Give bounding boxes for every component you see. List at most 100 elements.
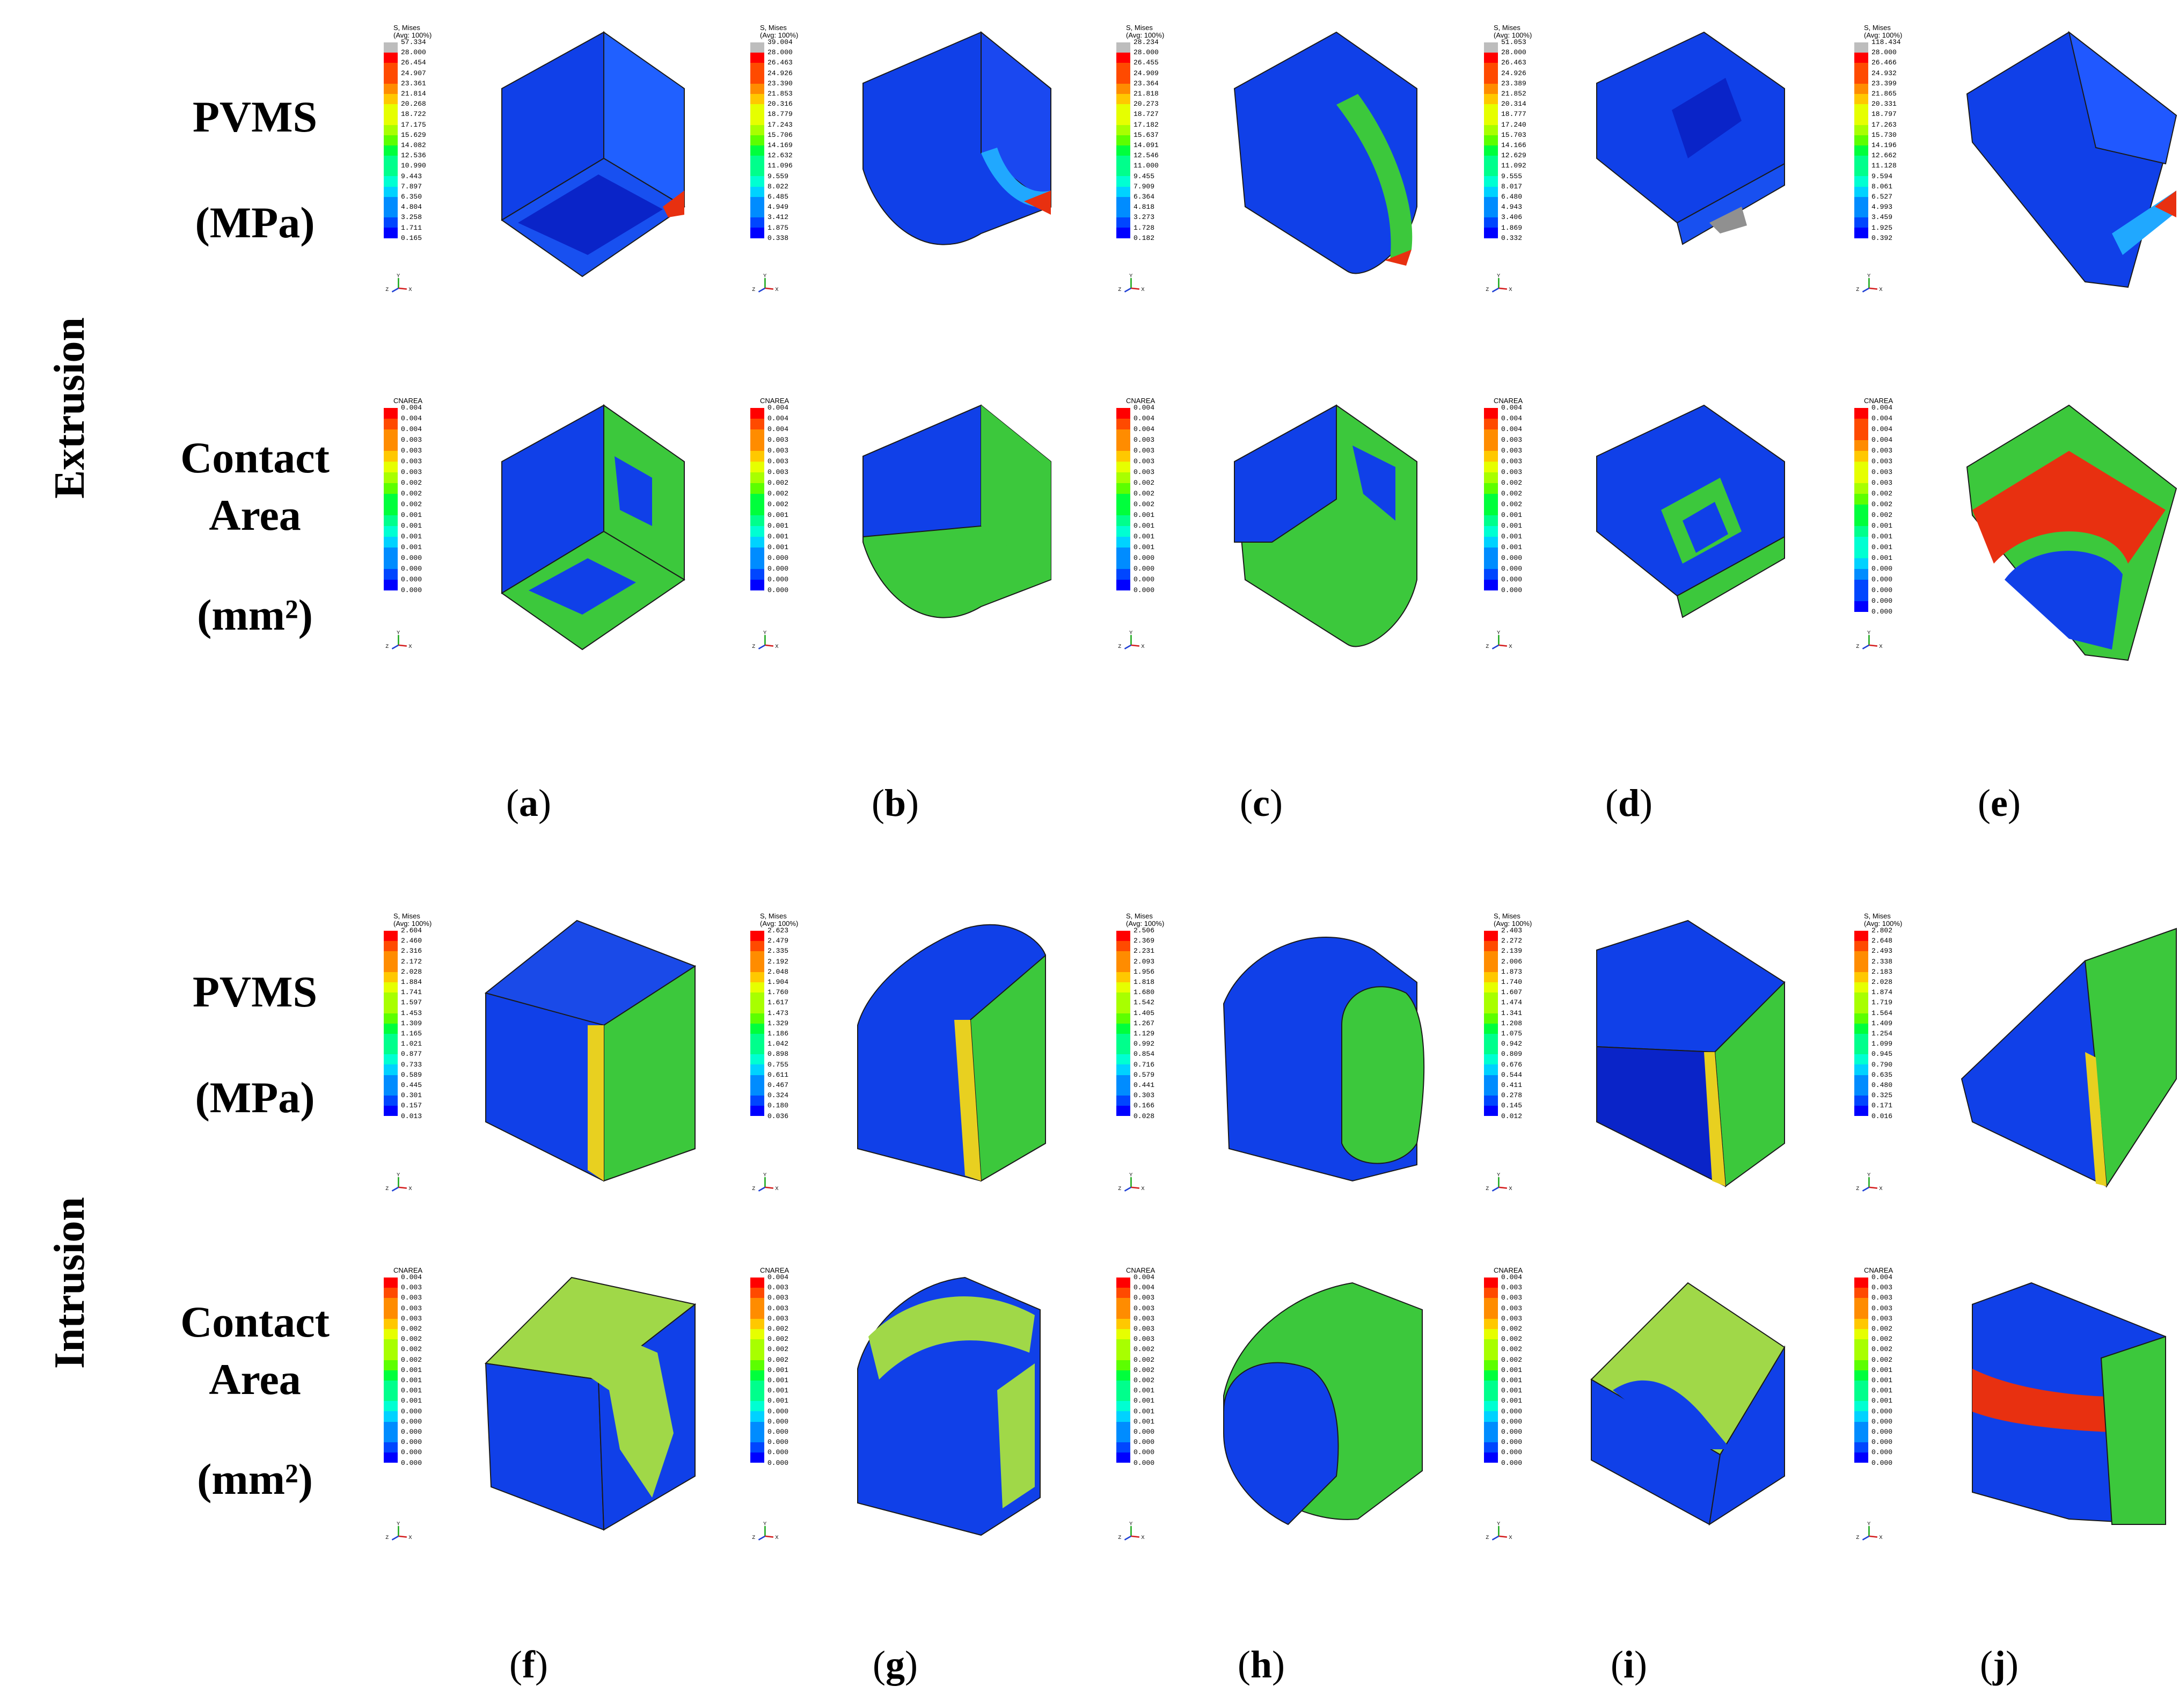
legend-color-swatch (1854, 42, 1868, 53)
legend-color-swatch (384, 1370, 398, 1381)
row-label-pvms-text: PVMS (192, 92, 318, 141)
color-legend: CNAREA 0.004 0.004 0.003 0.003 0.003 0.003 0.00… (1116, 1267, 1202, 1469)
legend-color-swatch (384, 42, 398, 53)
legend-color-swatch (750, 1421, 764, 1432)
legend-color-bar (1484, 1278, 1498, 1463)
legend-color-swatch (384, 1298, 398, 1309)
legend-color-swatch (1116, 558, 1130, 569)
axis-y-label: Y (1129, 1520, 1133, 1526)
legend-color-swatch (1854, 483, 1868, 494)
legend-color-swatch (384, 1339, 398, 1350)
legend-color-swatch (1116, 228, 1130, 238)
row-label-pvms-intrusion: PVMS (MPa) (153, 964, 357, 1126)
legend-color-swatch (384, 1318, 398, 1329)
axis-x-line (1498, 1186, 1507, 1189)
axis-z-label: Z (1486, 1534, 1489, 1540)
axis-z-label: Z (1856, 1185, 1859, 1191)
legend-body: 2.604 2.460 2.316 2.172 2.028 1.884 1.741 1.597… (384, 927, 470, 1122)
panel-extrusion-pvms: S, Mises (Avg: 100%) 118.434 28.000 26.466 24… (1854, 24, 2179, 325)
caption-letter: e (1991, 782, 2008, 824)
legend-color-swatch (1116, 951, 1130, 962)
fea-model-render (501, 31, 685, 278)
axis-y-label: Y (763, 1171, 767, 1177)
legend-color-swatch (750, 1442, 764, 1453)
row-label-pvms-unit: (MPa) (195, 1072, 315, 1122)
legend-body: 0.004 0.003 0.003 0.003 0.003 0.002 0.002 0.002… (1484, 1274, 1570, 1469)
color-legend: CNAREA 0.004 0.004 0.004 0.004 0.003 0.003 0.00… (1854, 397, 1940, 617)
legend-color-bar (750, 42, 764, 238)
panel-extrusion-contact: CNAREA 0.004 0.004 0.004 0.003 0.003 0.003 0.00… (1116, 397, 1481, 698)
color-legend: S, Mises (Avg: 100%) 2.403 2.272 2.139 2.006 1… (1484, 913, 1570, 1122)
legend-color-swatch (1484, 93, 1498, 105)
group-label-extrusion: Extrusion (46, 317, 93, 499)
legend-color-swatch (1484, 1278, 1498, 1288)
legend-color-swatch (1854, 548, 1868, 558)
panel-extrusion-pvms: S, Mises (Avg: 100%) 51.053 28.000 26.463 24.… (1484, 24, 1849, 325)
color-legend: CNAREA 0.004 0.003 0.003 0.003 0.003 0.002 0.00… (750, 1267, 836, 1469)
axis-z-label: Z (1486, 643, 1489, 649)
axis-z-label: Z (752, 643, 755, 649)
legend-color-swatch (1854, 176, 1868, 187)
legend-color-swatch (1484, 972, 1498, 982)
legend-color-swatch (384, 440, 398, 451)
face-bottom (1676, 536, 1785, 618)
legend-color-swatch (1116, 93, 1130, 105)
legend-title: CNAREA (1126, 397, 1156, 405)
legend-color-swatch (1116, 42, 1130, 53)
legend-body: 2.623 2.479 2.335 2.192 2.048 1.904 1.760 1.617… (750, 927, 836, 1122)
legend-color-swatch (1854, 93, 1868, 105)
legend-color-swatch (750, 1106, 764, 1116)
legend-title: CNAREA (1494, 1266, 1523, 1274)
contact-region (529, 558, 636, 615)
caption-close: ) (906, 782, 919, 824)
legend-color-swatch (1116, 63, 1130, 74)
panel-extrusion-contact: CNAREA 0.004 0.004 0.004 0.004 0.003 0.003 0.00… (1854, 397, 2179, 698)
axis-x-label: X (1141, 1534, 1145, 1540)
legend-color-swatch (1854, 125, 1868, 135)
axis-x-label: X (1141, 286, 1145, 292)
legend-subtitle: (Avg: 100%) (760, 31, 799, 39)
caption-close: ) (1640, 782, 1652, 824)
axis-y-label: Y (1129, 1171, 1133, 1177)
axis-x-label: X (1879, 643, 1883, 649)
caption-letter: g (886, 1643, 905, 1686)
fea-model-render (1966, 404, 2177, 661)
legend-color-swatch (1484, 196, 1498, 207)
legend-color-swatch (1116, 1308, 1130, 1319)
legend-color-bar (384, 408, 398, 590)
stress-gradient (1336, 94, 1413, 260)
axis-z-label: Z (1118, 1185, 1121, 1191)
legend-color-swatch (1116, 1339, 1130, 1350)
axis-triad-icon: Y Z X (1856, 1520, 1883, 1541)
legend-title: CNAREA (760, 1266, 789, 1274)
legend-color-swatch (1484, 1411, 1498, 1422)
legend-color-swatch (750, 1298, 764, 1309)
axis-y-label: Y (1867, 1171, 1871, 1177)
legend-color-swatch (1484, 451, 1498, 462)
legend-color-swatch (1854, 1044, 1868, 1055)
legend-color-swatch (1484, 1391, 1498, 1402)
axis-x-label: X (775, 1185, 779, 1191)
legend-color-swatch (384, 1013, 398, 1024)
row-label-area-text: Area (209, 1354, 301, 1404)
legend-color-swatch (1484, 1106, 1498, 1116)
axis-x-label: X (408, 1534, 412, 1540)
color-legend: S, Mises (Avg: 100%) 2.623 2.479 2.335 2.192 2… (750, 913, 836, 1122)
legend-color-swatch (1116, 569, 1130, 580)
legend-color-swatch (384, 207, 398, 218)
legend-color-swatch (1854, 1452, 1868, 1463)
legend-color-swatch (384, 125, 398, 135)
axis-x-label: X (775, 643, 779, 649)
legend-color-swatch (750, 972, 764, 982)
caption-letter: b (884, 782, 906, 824)
caption-open: ( (509, 1643, 522, 1686)
axis-z-line (1124, 1535, 1132, 1541)
legend-color-swatch (750, 1318, 764, 1329)
legend-title: S, Mises (393, 912, 420, 920)
legend-color-swatch (1116, 1033, 1130, 1045)
legend-color-swatch (750, 1064, 764, 1075)
legend-color-swatch (1854, 1380, 1868, 1391)
legend-color-swatch (1116, 1054, 1130, 1065)
legend-color-swatch (384, 505, 398, 515)
axis-z-label: Z (385, 286, 389, 292)
